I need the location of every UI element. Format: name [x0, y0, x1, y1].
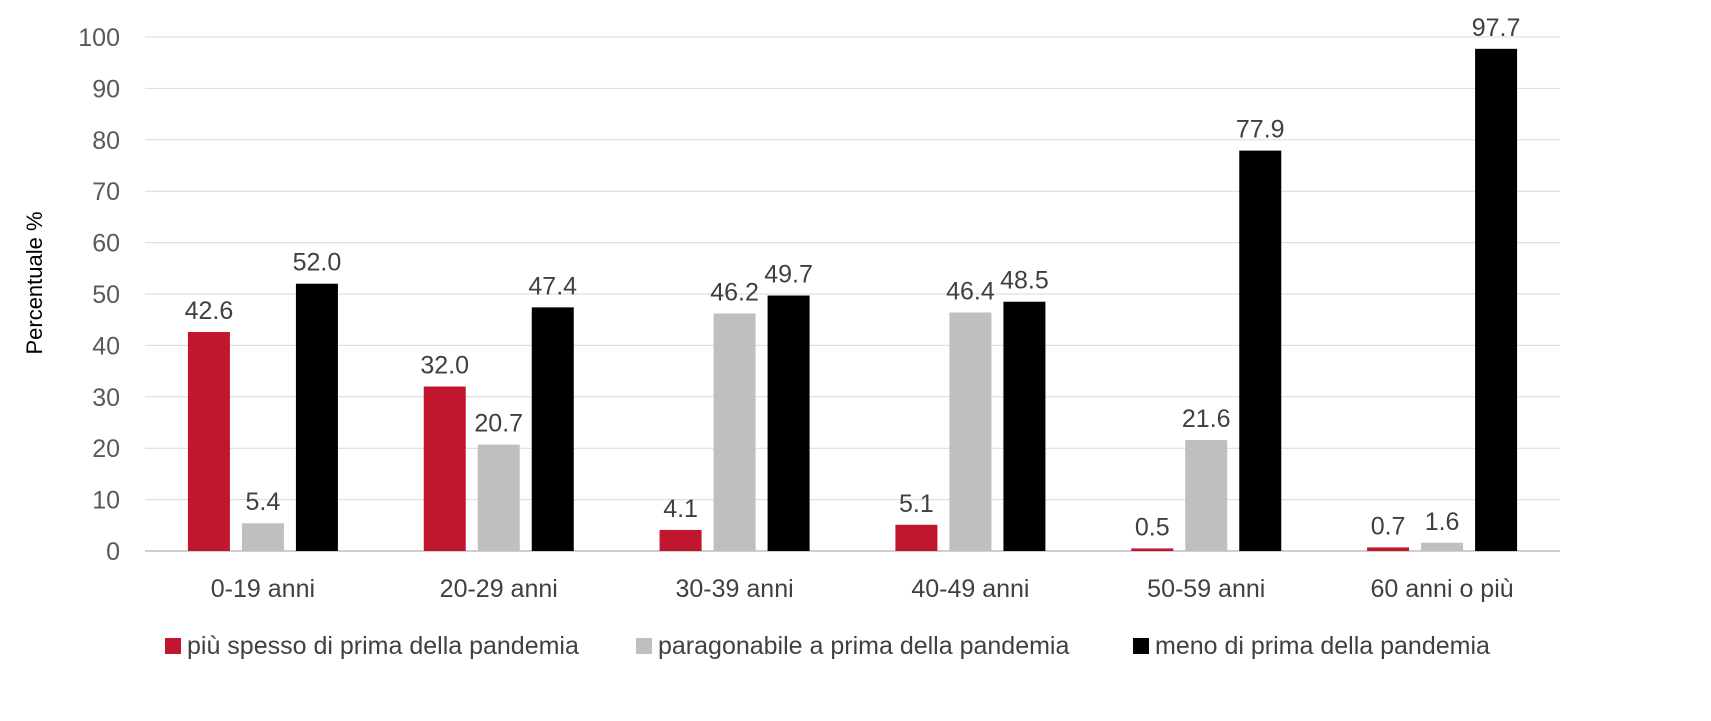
bars: [187, 48, 1518, 552]
legend-swatch: [636, 638, 652, 654]
data-label: 0.7: [1371, 512, 1406, 540]
x-tick-label: 30-39 anni: [676, 575, 794, 603]
bar: [1421, 542, 1464, 551]
data-label: 48.5: [1000, 267, 1049, 295]
data-label: 21.6: [1182, 405, 1231, 433]
bar: [659, 529, 702, 551]
legend: più spesso di prima della pandemia parago…: [165, 632, 1490, 660]
data-label: 20.7: [474, 410, 523, 438]
bar: [423, 386, 466, 551]
legend-label: paragonabile a prima della pandemia: [658, 632, 1069, 660]
legend-label: meno di prima della pandemia: [1155, 632, 1490, 660]
y-tick-label: 0: [106, 538, 120, 566]
data-label: 49.7: [764, 261, 813, 289]
y-tick-label: 90: [92, 75, 120, 103]
bar: [1185, 439, 1228, 551]
data-label: 47.4: [528, 272, 577, 300]
data-label: 42.6: [185, 297, 234, 325]
bar: [1003, 301, 1046, 551]
x-tick-label: 20-29 anni: [440, 575, 558, 603]
bar: [895, 524, 938, 551]
y-axis-ticks: 0 10 20 30 40 50 60 70 80 90 100: [78, 24, 120, 566]
bar: [767, 295, 810, 551]
legend-swatch: [165, 638, 181, 654]
data-label: 5.4: [246, 488, 281, 516]
data-label: 5.1: [899, 490, 934, 518]
data-label: 0.5: [1135, 513, 1170, 541]
x-axis-labels: 0-19 anni 20-29 anni 30-39 anni 40-49 anni 5…: [211, 575, 1514, 603]
data-label: 32.0: [420, 352, 469, 380]
y-tick-label: 50: [92, 281, 120, 309]
data-label: 46.2: [710, 279, 759, 307]
data-label: 52.0: [293, 249, 342, 277]
data-label: 1.6: [1425, 508, 1460, 536]
bar: [531, 307, 574, 551]
bar: [1367, 547, 1410, 551]
gridlines: [145, 36, 1560, 552]
x-tick-label: 60 anni o più: [1370, 575, 1513, 603]
bar: [295, 283, 338, 551]
x-tick-label: 0-19 anni: [211, 575, 315, 603]
data-label: 46.4: [946, 278, 995, 306]
bar: [1131, 548, 1174, 551]
y-tick-label: 40: [92, 332, 120, 360]
bar: [241, 523, 284, 551]
legend-label: più spesso di prima della pandemia: [187, 632, 579, 660]
y-tick-label: 70: [92, 178, 120, 206]
x-tick-label: 50-59 anni: [1147, 575, 1265, 603]
y-tick-label: 60: [92, 230, 120, 258]
data-label: 77.9: [1236, 116, 1285, 144]
legend-swatch: [1133, 638, 1149, 654]
bar: [187, 332, 230, 551]
bar: [1239, 150, 1282, 551]
y-tick-label: 80: [92, 127, 120, 155]
bar: [1475, 48, 1518, 552]
y-tick-label: 30: [92, 384, 120, 412]
data-labels: 42.6 5.4 52.0 32.0 20.7 47.4 4.1 46.249.7 5.1 46.…: [185, 14, 1521, 542]
data-label: 4.1: [663, 495, 698, 523]
bar: [949, 312, 992, 551]
data-label: 97.7: [1472, 14, 1521, 42]
bar: [477, 444, 520, 551]
y-tick-label: 20: [92, 435, 120, 463]
bar: [713, 313, 756, 551]
y-tick-label: 10: [92, 487, 120, 515]
y-tick-label: 100: [78, 24, 120, 52]
x-tick-label: 40-49 anni: [911, 575, 1029, 603]
y-axis-title: Percentuale %: [22, 211, 47, 354]
